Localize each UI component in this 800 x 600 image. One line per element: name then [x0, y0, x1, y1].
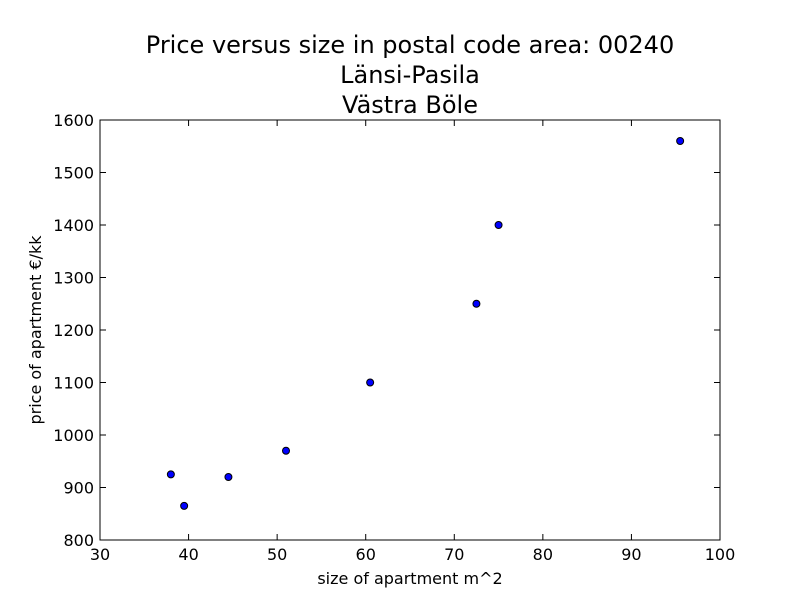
plot-frame — [99, 119, 721, 541]
chart-title-line-3: Västra Böle — [342, 91, 478, 119]
y-axis-label: price of apartment €/kk — [26, 235, 45, 425]
y-tick-label: 1100 — [53, 374, 94, 393]
x-tick-label: 40 — [178, 545, 198, 564]
y-tick-label: 1300 — [53, 269, 94, 288]
y-tick-label: 1200 — [53, 321, 94, 340]
y-tick-label: 1400 — [53, 216, 94, 235]
data-point — [494, 221, 503, 229]
x-tick-label: 80 — [533, 545, 553, 564]
x-tick-label: 70 — [444, 545, 464, 564]
data-point — [166, 470, 175, 479]
y-tick-label: 1500 — [53, 164, 94, 183]
x-tick-label: 50 — [267, 545, 287, 564]
data-points — [166, 137, 685, 510]
x-tick-label: 90 — [621, 545, 641, 564]
chart-title-line-1: Price versus size in postal code area: 0… — [146, 31, 674, 59]
x-tick-label: 30 — [90, 545, 110, 564]
y-tick-label: 900 — [63, 479, 94, 498]
data-point — [472, 299, 481, 308]
y-tick-label: 1600 — [53, 111, 94, 130]
plot-area — [100, 120, 720, 540]
data-point — [224, 473, 233, 481]
chart-title-line-2: Länsi-Pasila — [340, 61, 480, 89]
data-point — [366, 378, 375, 387]
data-point — [180, 501, 189, 510]
x-axis-label: size of apartment m^2 — [317, 569, 502, 588]
y-axis-ticks: 800 900 1000 1100 1200 1300 1400 1500 1600 — [53, 111, 720, 550]
data-point — [676, 137, 685, 145]
x-tick-label: 60 — [356, 545, 376, 564]
y-tick-label: 1000 — [53, 426, 94, 445]
x-tick-label: 100 — [705, 545, 736, 564]
chart-title: Price versus size in postal code area: 0… — [146, 31, 674, 119]
y-tick-label: 800 — [63, 531, 94, 550]
data-point — [282, 446, 290, 455]
x-axis-ticks: 30 40 50 60 70 80 90 100 — [90, 120, 735, 564]
